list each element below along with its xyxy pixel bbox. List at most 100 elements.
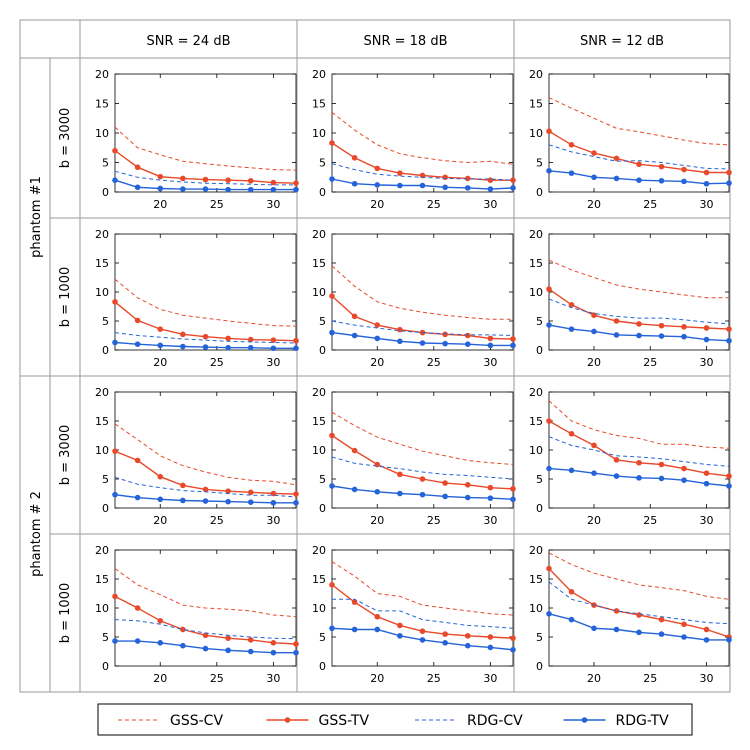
y-tick-label: 10	[95, 602, 109, 615]
x-tick-label: 25	[427, 356, 441, 369]
series-gss-tv-point	[225, 335, 231, 342]
series-rdg-tv-point	[157, 640, 164, 646]
series-gss-tv-point	[464, 332, 471, 339]
series-rdg-tv-point	[591, 625, 597, 632]
series-rdg-tv-point	[419, 340, 426, 346]
y-tick-label: 10	[529, 602, 543, 615]
series-gss-tv-point	[374, 613, 381, 620]
y-tick-label: 0	[319, 660, 326, 673]
series-gss-tv-point	[397, 170, 403, 176]
y-tick-label: 10	[529, 286, 543, 299]
series-rdg-tv-point	[613, 626, 620, 633]
x-tick-label: 25	[643, 198, 657, 211]
series-rdg-tv-point	[397, 182, 403, 189]
series-gss-tv-point	[703, 470, 710, 477]
series-rdg-tv-point	[202, 645, 209, 652]
series-gss-tv-point	[591, 312, 597, 319]
x-tick-label: 20	[153, 356, 167, 369]
series-rdg-tv-point	[225, 344, 231, 351]
series-gss-tv-point	[157, 173, 164, 180]
series-rdg-tv-point	[658, 475, 665, 482]
x-tick-label: 20	[587, 514, 601, 527]
series-rdg-tv-point	[464, 185, 471, 191]
series-rdg-cv-line	[114, 476, 297, 498]
series-rdg-tv-point	[351, 332, 358, 339]
x-tick-label: 25	[427, 672, 441, 685]
series-rdg-tv-point	[636, 629, 642, 636]
series-rdg-cv-line	[114, 170, 296, 186]
series-gss-tv-point	[442, 331, 448, 338]
series-gss-tv-point	[351, 447, 358, 454]
series-gss-tv-point	[510, 635, 516, 641]
series-rdg-tv-point	[510, 646, 516, 653]
series-rdg-tv-point	[329, 176, 335, 182]
plot-area	[548, 549, 730, 667]
series-rdg-tv-point	[464, 642, 471, 649]
series-gss-tv-point	[329, 432, 335, 439]
y-tick-label: 20	[529, 386, 543, 399]
series-rdg-cv-line	[331, 320, 514, 336]
series-gss-tv-point	[374, 322, 381, 328]
plot-area	[331, 391, 514, 509]
series-rdg-tv-point	[568, 616, 575, 623]
panel: 0 5 10 15 20 20 25 30	[95, 228, 299, 369]
series-rdg-tv-point	[247, 186, 254, 193]
x-tick-label: 30	[483, 356, 497, 369]
series-rdg-tv-point	[591, 328, 597, 335]
y-tick-label: 0	[102, 186, 109, 199]
series-rdg-tv-point	[202, 344, 209, 350]
series-rdg-tv-point	[180, 497, 186, 504]
series-gss-tv-point	[112, 299, 118, 305]
series-gss-tv-point	[681, 324, 687, 330]
column-header: SNR = 18 dB	[363, 34, 447, 49]
y-tick-label: 10	[95, 444, 109, 457]
series-rdg-tv-point	[270, 649, 277, 656]
series-gss-tv-point	[703, 169, 710, 176]
series-rdg-tv-point	[726, 483, 732, 489]
chart-panels: 0 5 10 15 20 20 25 30 0 5 10 15 20 20 25 30 0 5 10 15 20 20 25…	[95, 68, 732, 685]
series-gss-cv-line	[114, 568, 297, 618]
legend-label-rdg-cv: RDG-CV	[467, 713, 523, 729]
series-gss-cv-line	[331, 265, 513, 320]
y-tick-label: 5	[319, 157, 326, 170]
x-tick-label: 30	[266, 198, 280, 211]
series-gss-tv-point	[658, 163, 665, 170]
series-gss-tv-point	[568, 430, 575, 437]
table-border	[19, 19, 731, 693]
y-tick-label: 0	[536, 660, 543, 673]
series-rdg-tv-point	[134, 341, 141, 348]
series-rdg-tv-point	[487, 342, 494, 349]
series-rdg-cv-line	[331, 456, 514, 480]
series-rdg-tv-point	[726, 337, 732, 344]
y-tick-label: 20	[529, 68, 543, 81]
legend-marker-gss-tv	[284, 717, 291, 723]
x-tick-label: 20	[153, 514, 167, 527]
series-gss-tv-point	[487, 634, 494, 640]
series-rdg-tv-point	[351, 626, 358, 633]
series-rdg-tv-point	[112, 491, 118, 498]
series-gss-tv-point	[681, 465, 687, 472]
series-gss-tv-point	[726, 473, 732, 479]
series-rdg-tv-point	[568, 170, 575, 176]
series-rdg-tv-point	[681, 477, 687, 483]
series-gss-tv-point	[225, 488, 231, 494]
series-rdg-tv-point	[180, 343, 186, 350]
series-gss-cv-line	[548, 97, 730, 146]
row-header: b = 3000	[58, 108, 73, 169]
y-tick-label: 5	[319, 473, 326, 486]
series-rdg-tv-point	[329, 483, 335, 489]
y-tick-label: 20	[95, 386, 109, 399]
series-gss-tv-point	[636, 161, 642, 168]
series-rdg-tv-point	[510, 342, 516, 349]
y-tick-label: 20	[312, 228, 326, 241]
series-gss-tv-point	[351, 154, 358, 161]
series-gss-tv-point	[397, 326, 403, 333]
series-gss-tv-point	[487, 484, 494, 491]
y-tick-label: 20	[312, 68, 326, 81]
series-rdg-tv-point	[247, 499, 254, 506]
series-rdg-tv-point	[568, 467, 575, 474]
series-gss-tv-point	[293, 641, 299, 647]
series-gss-tv-point	[681, 166, 687, 173]
series-rdg-tv-point	[681, 634, 687, 640]
series-gss-tv-point	[568, 301, 575, 308]
